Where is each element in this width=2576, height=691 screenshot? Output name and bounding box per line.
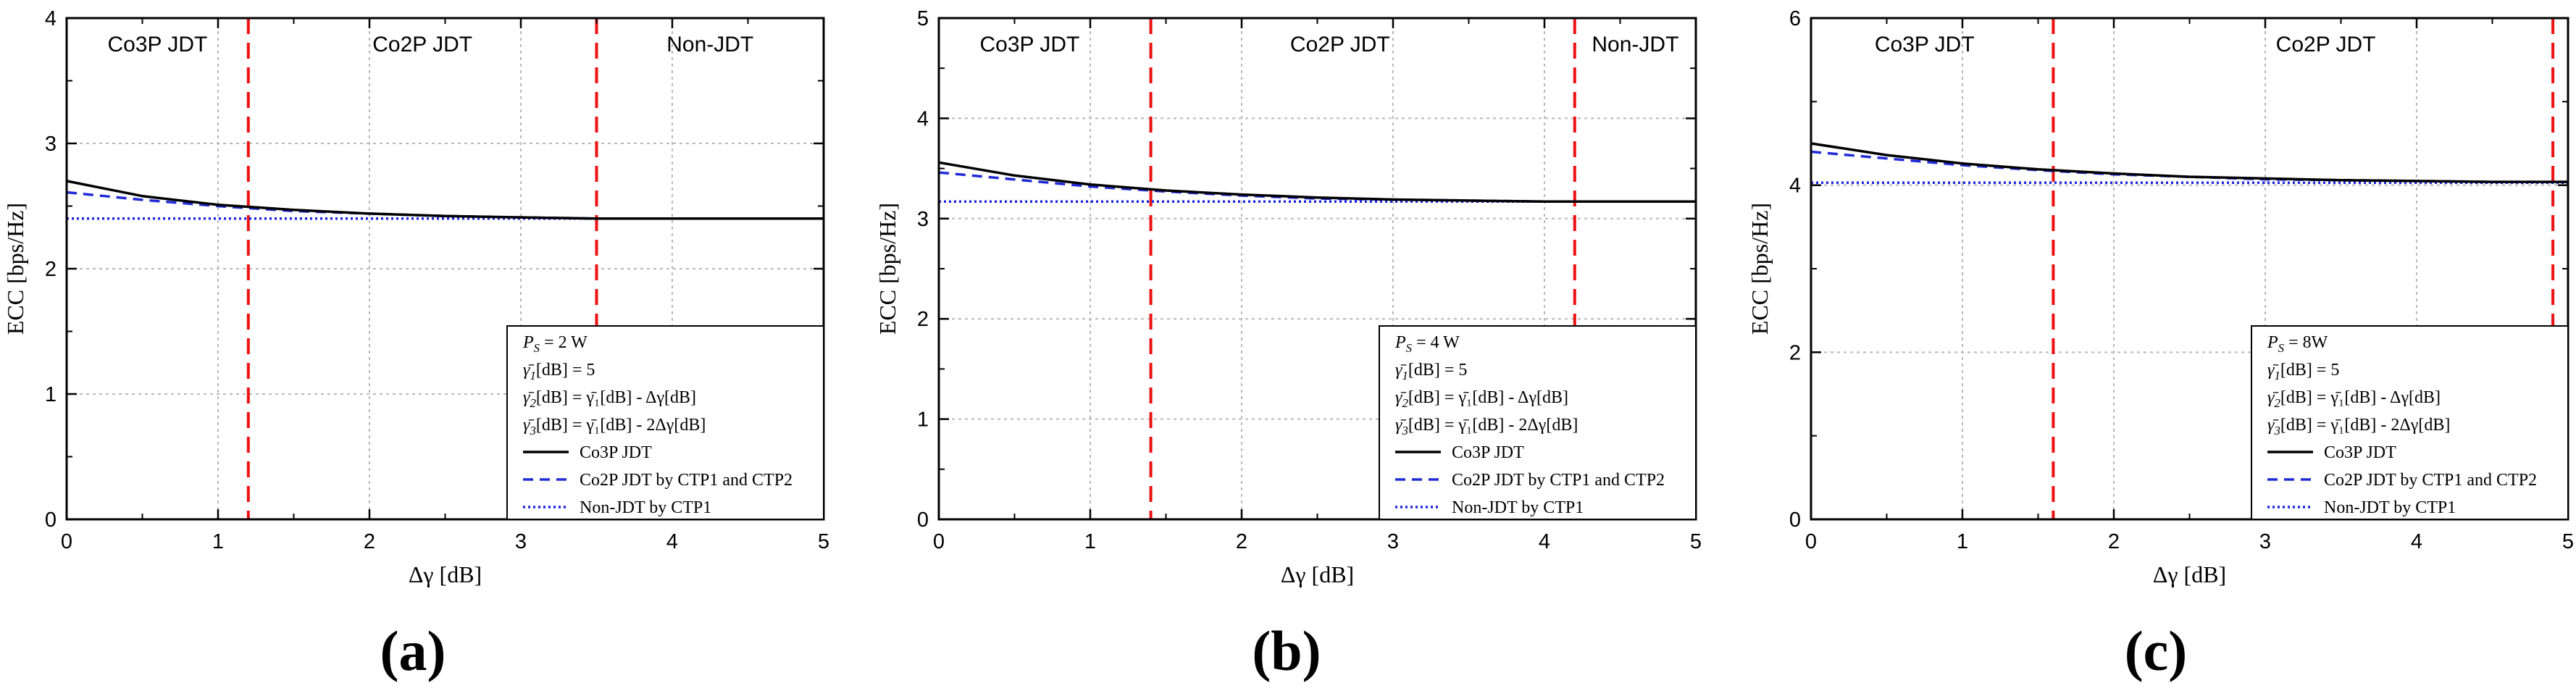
series-line — [66, 180, 824, 220]
y-tick-label: 2 — [45, 258, 57, 281]
region-label: Co3P JDT — [107, 33, 207, 56]
x-tick-label: 2 — [2108, 530, 2120, 553]
legend-param: γ̄2[dB] = γ̄₁[dB] - Δγ[dB] — [523, 388, 696, 410]
legend-entry: Co2P JDT by CTP1 and CTP2 — [1452, 471, 1665, 490]
y-tick-label: 0 — [45, 508, 57, 532]
legend-entry: Co3P JDT — [580, 443, 652, 462]
y-tick-label: 1 — [45, 383, 57, 406]
legend-param: γ̄2[dB] = γ̄₁[dB] - Δγ[dB] — [2267, 388, 2441, 410]
panel-label: (a) — [380, 619, 446, 682]
region-label: Co3P JDT — [1875, 33, 1975, 56]
x-tick-label: 4 — [2411, 530, 2422, 553]
legend-entry: Co3P JDT — [2324, 443, 2396, 462]
legend-box — [2251, 325, 2569, 520]
chart-panel-3: Co3P JDT Co2P JDT 0 1 2 3 4 5 0 2 4 6 Δγ [dB] ECC [bp… — [1747, 7, 2574, 682]
region-label: Co3P JDT — [979, 33, 1079, 56]
legend-param: γ̄3[dB] = γ̄₁[dB] - 2Δγ[dB] — [1395, 416, 1578, 437]
legend: PS = 8W γ̄1[dB] = 5 γ̄2[dB] = γ̄₁[dB] - Δγ… — [2251, 325, 2569, 520]
series-line — [1810, 142, 2568, 183]
x-tick-label: 1 — [1957, 530, 1968, 553]
x-tick-label: 0 — [61, 530, 72, 553]
y-tick-label: 4 — [1789, 175, 1801, 198]
region-label: Co2P JDT — [2276, 33, 2376, 56]
legend-entry: Co2P JDT by CTP1 and CTP2 — [2324, 471, 2537, 490]
x-tick-label: 5 — [2562, 530, 2574, 553]
legend-box — [506, 325, 824, 520]
y-tick-label: 2 — [917, 308, 929, 331]
series-line — [938, 161, 1696, 204]
legend-param: γ̄1[dB] = 5 — [523, 361, 595, 382]
legend-box — [1379, 325, 1697, 520]
x-axis-label: Δγ [dB] — [2153, 561, 2226, 587]
legend-param: PS = 8W — [2267, 333, 2328, 355]
legend-entry: Non-JDT by CTP1 — [580, 498, 711, 517]
legend-param: γ̄3[dB] = γ̄₁[dB] - 2Δγ[dB] — [2267, 416, 2450, 437]
series-line — [66, 190, 824, 220]
y-tick-label: 3 — [45, 133, 57, 156]
legend-param: γ̄2[dB] = γ̄₁[dB] - Δγ[dB] — [1395, 388, 1568, 410]
y-tick-label: 4 — [917, 107, 929, 130]
legend-param: PS = 4 W — [1394, 333, 1460, 355]
x-tick-label: 5 — [1690, 530, 1702, 553]
y-axis-label: ECC [bps/Hz] — [1747, 203, 1773, 335]
y-axis-label: ECC [bps/Hz] — [2, 203, 28, 335]
y-tick-label: 3 — [917, 208, 929, 231]
x-tick-label: 3 — [1387, 530, 1399, 553]
region-label: Co2P JDT — [372, 33, 472, 56]
legend: PS = 2 W γ̄1[dB] = 5 γ̄2[dB] = γ̄₁[dB] - Δ… — [506, 325, 824, 520]
x-tick-label: 3 — [515, 530, 527, 553]
x-tick-label: 1 — [212, 530, 224, 553]
legend: PS = 4 W γ̄1[dB] = 5 γ̄2[dB] = γ̄₁[dB] - Δ… — [1379, 325, 1697, 520]
x-axis-label: Δγ [dB] — [409, 561, 482, 587]
series-line — [938, 171, 1696, 204]
panel-label: (c) — [2125, 619, 2188, 682]
x-tick-label: 2 — [364, 530, 375, 553]
x-tick-label: 5 — [818, 530, 829, 553]
legend-param: γ̄1[dB] = 5 — [2267, 361, 2339, 382]
x-tick-label: 0 — [1805, 530, 1817, 553]
legend-param: γ̄3[dB] = γ̄₁[dB] - 2Δγ[dB] — [523, 416, 706, 437]
chart-panel-1: Co3P JDT Co2P JDT Non-JDT 0 1 2 3 4 5 0 1 2 3 4 Δγ [dB… — [2, 7, 829, 682]
x-tick-label: 2 — [1236, 530, 1247, 553]
y-tick-label: 1 — [917, 409, 929, 432]
region-label: Co2P JDT — [1290, 33, 1390, 56]
legend-entry: Non-JDT by CTP1 — [2324, 498, 2456, 517]
y-tick-label: 0 — [917, 508, 929, 532]
region-label: Non-JDT — [666, 33, 753, 56]
x-tick-label: 1 — [1084, 530, 1096, 553]
y-tick-label: 2 — [1789, 341, 1801, 364]
x-tick-label: 4 — [666, 530, 678, 553]
legend-entry: Co2P JDT by CTP1 and CTP2 — [580, 471, 793, 490]
x-tick-label: 3 — [2259, 530, 2271, 553]
x-axis-label: Δγ [dB] — [1281, 561, 1354, 587]
legend-entry: Co3P JDT — [1452, 443, 1524, 462]
x-tick-label: 4 — [1539, 530, 1550, 553]
legend-entry: Non-JDT by CTP1 — [1452, 498, 1584, 517]
y-tick-label: 5 — [917, 7, 929, 30]
legend-param: γ̄1[dB] = 5 — [1395, 361, 1467, 382]
y-tick-label: 6 — [1789, 7, 1801, 30]
x-tick-label: 0 — [933, 530, 945, 553]
chart-panel-2: Co3P JDT Co2P JDT Non-JDT 0 1 2 3 4 5 0 1 2 3 4 5 Δγ [d… — [874, 7, 1702, 682]
y-axis-label: ECC [bps/Hz] — [874, 203, 900, 335]
region-label: Non-JDT — [1592, 33, 1678, 56]
legend-param: PS = 2 W — [522, 333, 587, 355]
series-line — [1810, 150, 2568, 183]
panel-label: (b) — [1252, 619, 1321, 682]
y-tick-label: 4 — [45, 7, 57, 30]
y-tick-label: 0 — [1789, 508, 1801, 532]
